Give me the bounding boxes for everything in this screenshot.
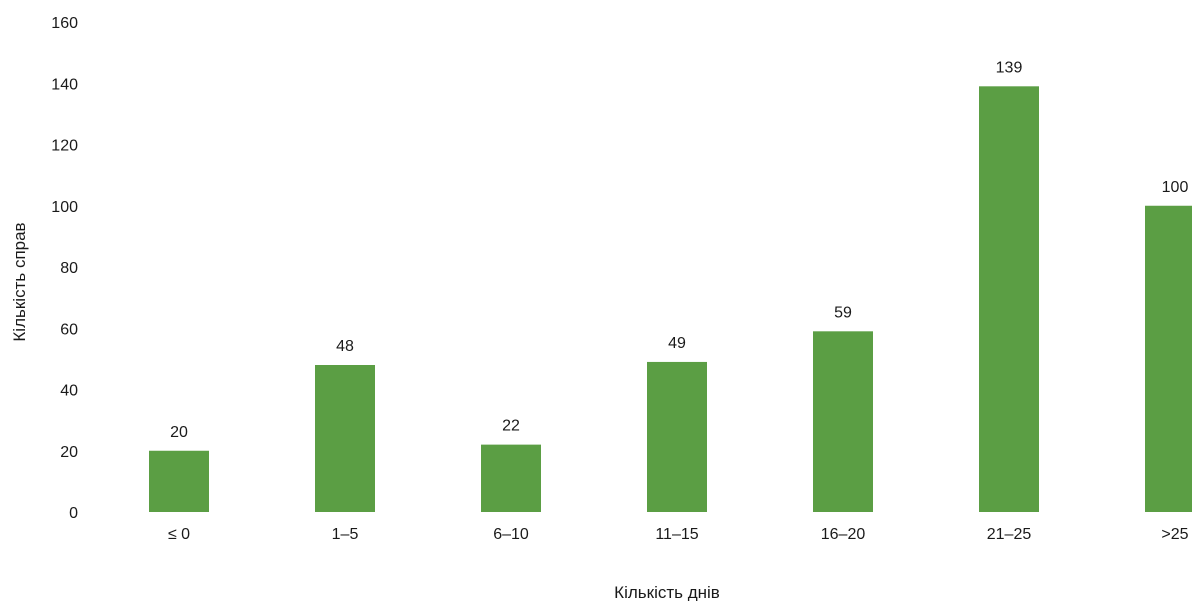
data-label: 139	[996, 59, 1023, 76]
data-label: 20	[170, 424, 188, 441]
data-label: 22	[502, 418, 520, 435]
x-tick-label: 16–20	[821, 526, 866, 543]
x-tick-label: 11–15	[655, 526, 698, 543]
data-label: 100	[1162, 179, 1189, 196]
bar	[315, 365, 375, 512]
data-label: 49	[668, 335, 686, 352]
y-tick-label: 80	[60, 260, 78, 277]
y-tick-label: 100	[51, 199, 78, 216]
y-tick-label: 20	[60, 444, 78, 461]
y-tick-label: 160	[51, 15, 78, 32]
x-axis-ticks: ≤ 0 1–5 6–10 11–15 16–20 21–25 >25	[168, 526, 1189, 543]
bar	[647, 361, 707, 512]
data-labels: 20 48 22 49 59 139 100	[170, 59, 1188, 440]
y-axis-ticks: 0 20 40 60 80 100 120 140 160	[51, 15, 78, 522]
y-tick-label: 0	[69, 505, 78, 522]
x-tick-label: ≤ 0	[168, 526, 190, 543]
y-tick-label: 140	[51, 76, 78, 93]
bars	[149, 86, 1192, 512]
bar	[1145, 205, 1192, 512]
data-label: 59	[834, 304, 852, 321]
y-axis-title: Кількість справ	[10, 222, 29, 341]
y-tick-label: 40	[60, 383, 78, 400]
x-tick-label: >25	[1161, 526, 1188, 543]
x-tick-label: 1–5	[332, 526, 359, 543]
bar	[979, 86, 1039, 512]
x-axis-title: Кількість днів	[614, 583, 720, 601]
y-tick-label: 120	[51, 138, 78, 155]
y-tick-label: 60	[60, 321, 78, 338]
x-tick-label: 21–25	[987, 526, 1032, 543]
bar	[813, 331, 873, 512]
bar	[481, 444, 541, 512]
bar	[149, 450, 209, 512]
data-label: 48	[336, 338, 354, 355]
x-tick-label: 6–10	[493, 526, 529, 543]
